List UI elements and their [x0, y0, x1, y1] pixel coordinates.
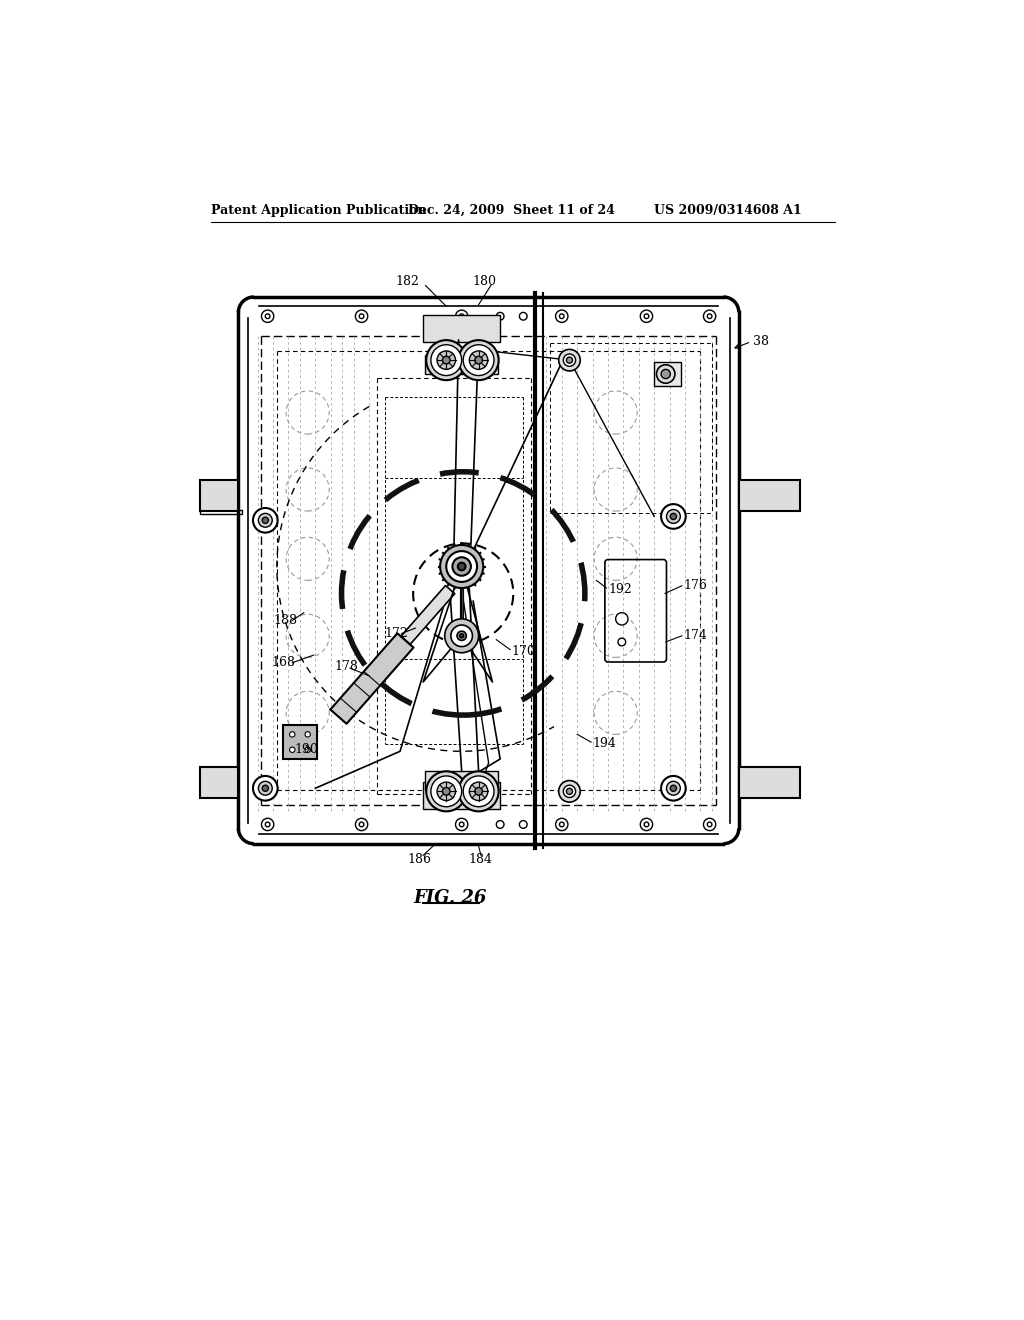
Circle shape [563, 354, 575, 367]
Circle shape [615, 612, 628, 626]
Text: 182: 182 [396, 275, 420, 288]
Bar [654, 363, 681, 385]
Text: 192: 192 [608, 583, 632, 597]
Circle shape [442, 356, 451, 364]
Text: 176: 176 [683, 579, 708, 593]
Circle shape [671, 513, 677, 520]
Circle shape [437, 351, 456, 370]
Circle shape [426, 341, 466, 380]
Circle shape [444, 619, 478, 653]
Circle shape [469, 351, 487, 370]
Text: 184: 184 [469, 853, 493, 866]
Circle shape [656, 364, 675, 383]
Circle shape [440, 545, 483, 589]
Circle shape [253, 508, 278, 533]
Circle shape [458, 562, 466, 570]
Bar [200, 480, 239, 511]
Text: 174: 174 [683, 630, 708, 643]
Text: Dec. 24, 2009  Sheet 11 of 24: Dec. 24, 2009 Sheet 11 of 24 [408, 203, 614, 216]
Bar [739, 480, 801, 511]
Bar [200, 511, 243, 515]
Circle shape [258, 513, 272, 527]
Circle shape [431, 776, 462, 807]
Text: 170: 170 [512, 644, 536, 657]
Bar [423, 781, 500, 809]
Text: 38: 38 [753, 335, 769, 348]
Circle shape [460, 634, 464, 638]
Circle shape [290, 731, 295, 737]
Circle shape [469, 781, 487, 800]
Polygon shape [331, 634, 414, 723]
Circle shape [437, 781, 456, 800]
Circle shape [442, 788, 451, 795]
Bar [739, 767, 801, 797]
Circle shape [459, 771, 499, 812]
Bar [423, 314, 500, 342]
Bar [200, 767, 239, 797]
Circle shape [262, 517, 268, 524]
Circle shape [431, 345, 462, 376]
Circle shape [662, 504, 686, 529]
Bar [283, 725, 316, 759]
Circle shape [453, 557, 471, 576]
Text: 172: 172 [385, 627, 409, 640]
Circle shape [290, 747, 295, 752]
Text: 188: 188 [273, 614, 297, 627]
Text: 186: 186 [408, 853, 431, 866]
Text: 190: 190 [295, 743, 318, 756]
Circle shape [262, 785, 268, 792]
Text: FIG. 26: FIG. 26 [414, 888, 486, 907]
Circle shape [667, 781, 680, 795]
Circle shape [559, 350, 581, 371]
Circle shape [463, 776, 494, 807]
Circle shape [662, 370, 671, 379]
Circle shape [305, 731, 310, 737]
Text: US 2009/0314608 A1: US 2009/0314608 A1 [654, 203, 802, 216]
Circle shape [457, 631, 466, 640]
Circle shape [475, 356, 482, 364]
Circle shape [459, 341, 499, 380]
Circle shape [563, 785, 575, 797]
Circle shape [566, 358, 572, 363]
Circle shape [566, 788, 572, 795]
Circle shape [559, 780, 581, 803]
Circle shape [253, 776, 278, 800]
Circle shape [475, 788, 482, 795]
Text: 194: 194 [593, 737, 616, 750]
Circle shape [258, 781, 272, 795]
Circle shape [617, 638, 626, 645]
Polygon shape [400, 586, 455, 644]
Circle shape [671, 785, 677, 792]
Bar [425, 771, 498, 789]
Text: 180: 180 [473, 275, 497, 288]
Circle shape [662, 776, 686, 800]
Circle shape [305, 747, 310, 752]
Text: Patent Application Publication: Patent Application Publication [211, 203, 427, 216]
Text: 178: 178 [335, 660, 358, 673]
Text: 168: 168 [271, 656, 296, 669]
Bar [425, 355, 498, 374]
Circle shape [426, 771, 466, 812]
Circle shape [667, 510, 680, 524]
Circle shape [451, 626, 472, 647]
Circle shape [446, 552, 477, 582]
Circle shape [463, 345, 494, 376]
